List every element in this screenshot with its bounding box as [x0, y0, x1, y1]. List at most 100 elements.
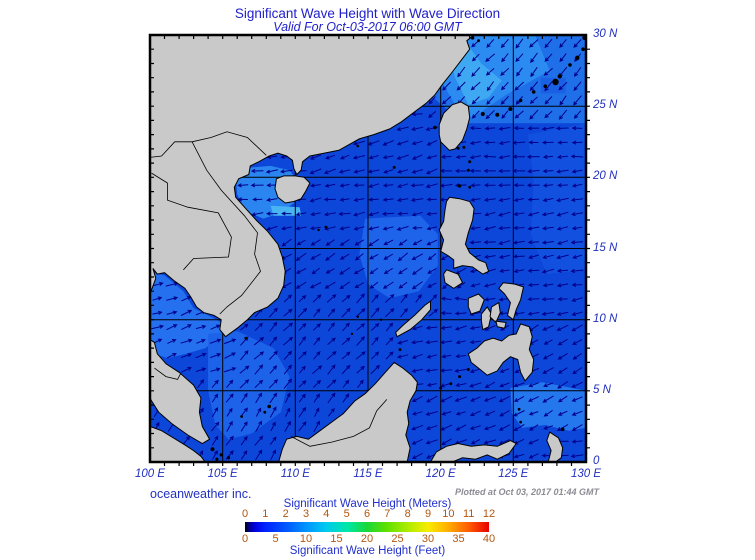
meters-tick-9: 9 — [424, 508, 432, 520]
islet — [575, 55, 580, 60]
colorbar-title-meters: Significant Wave Height (Meters) — [283, 498, 452, 510]
feet-tick-40: 40 — [482, 533, 496, 545]
islet — [468, 185, 472, 189]
islet — [456, 146, 460, 150]
land-taiwan — [438, 101, 471, 151]
islet — [458, 375, 462, 379]
lat-label-0: 0 — [593, 455, 600, 467]
meters-tick-10: 10 — [442, 508, 455, 520]
islet — [226, 456, 231, 460]
meters-tick-3: 3 — [302, 508, 310, 520]
islet — [468, 160, 472, 164]
lon-label-115e: 115 E — [353, 468, 383, 480]
islet — [439, 386, 443, 390]
land-mindanao — [467, 323, 535, 382]
feet-tick-15: 15 — [330, 533, 343, 545]
lat-label-5n: 5 N — [593, 383, 611, 396]
islet — [517, 407, 521, 411]
meters-tick-6: 6 — [363, 508, 371, 520]
feet-tick-20: 20 — [360, 533, 374, 545]
colorbar-title-feet: Significant Wave Height (Feet) — [289, 545, 446, 557]
land-asia-mainland — [149, 34, 476, 338]
land-luzon — [438, 196, 490, 275]
land-hainan — [274, 175, 311, 204]
land-borneo — [277, 361, 418, 463]
feet-tick-0: 0 — [241, 533, 249, 545]
islet — [240, 415, 243, 418]
sea-patch-se-patch — [510, 382, 586, 431]
islet — [581, 47, 585, 51]
border-china-vietnam — [149, 131, 267, 158]
land-malay-peninsula — [149, 338, 211, 445]
wave-direction-arrows — [151, 38, 584, 461]
islet — [552, 78, 559, 86]
islet — [495, 112, 500, 117]
lon-label-130e: 130 E — [570, 468, 602, 480]
islet — [392, 165, 396, 169]
islet — [518, 98, 523, 103]
meters-tick-11: 11 — [462, 508, 475, 520]
meters-tick-12: 12 — [482, 508, 496, 520]
islet — [210, 447, 215, 452]
lat-label-10n: 10 N — [593, 312, 618, 325]
meters-tick-4: 4 — [323, 508, 330, 520]
islet — [324, 225, 328, 229]
meters-tick-7: 7 — [384, 508, 391, 520]
wave-height-map — [148, 33, 590, 466]
land-cebu — [489, 301, 501, 324]
lon-label-100e: 100 E — [134, 468, 166, 480]
islet — [398, 348, 402, 352]
islet — [263, 410, 267, 414]
islet — [543, 84, 548, 88]
meters-tick-2: 2 — [282, 508, 289, 520]
islet — [519, 420, 522, 424]
islet — [379, 318, 383, 321]
islet — [477, 39, 480, 43]
islet — [557, 74, 562, 79]
islet — [356, 315, 359, 318]
lon-label-105e: 105 E — [207, 468, 238, 480]
degree-ticks — [150, 35, 590, 466]
feet-tick-25: 25 — [391, 533, 404, 545]
border-vietnam-west — [191, 141, 261, 315]
sea-patch-gulf-thailand — [150, 272, 223, 359]
islet — [219, 453, 223, 457]
islet — [267, 404, 271, 409]
page-title: Significant Wave Height with Wave Direct… — [234, 6, 501, 21]
sea-patch-tonkin-cyan — [270, 205, 302, 216]
lon-label-110e: 110 E — [280, 468, 310, 480]
border-thailand-laos — [151, 172, 232, 271]
islet — [531, 90, 536, 94]
border-malaysia-thailand — [154, 367, 181, 380]
meters-tick-0: 0 — [241, 508, 249, 520]
feet-tick-5: 5 — [272, 533, 279, 545]
colorbar-gradient — [245, 522, 489, 532]
lat-label-25n: 25 N — [593, 99, 618, 112]
islet — [457, 184, 462, 188]
islet — [480, 112, 485, 116]
islet — [244, 336, 248, 340]
sea-patch-w-luzon — [359, 215, 438, 299]
islet — [215, 457, 219, 461]
islet — [449, 382, 453, 386]
lat-label-30n: 30 N — [593, 28, 618, 40]
land-bohol — [495, 320, 507, 329]
lon-label-125e: 125 E — [498, 468, 529, 480]
meters-tick-1: 1 — [262, 508, 269, 520]
islet — [466, 368, 470, 371]
feet-tick-35: 35 — [452, 533, 465, 545]
islet — [470, 36, 475, 40]
plotted-timestamp: Plotted at Oct 03, 2017 01:44 GMT — [454, 487, 599, 497]
islet — [568, 63, 572, 67]
islet — [508, 107, 513, 111]
land-mindoro — [443, 269, 464, 289]
land-sulawesi — [429, 440, 517, 463]
sea-patch-sunda-bright — [208, 331, 290, 440]
lat-label-15n: 15 N — [593, 241, 618, 254]
land-panay — [467, 293, 485, 315]
land-palawan — [395, 300, 431, 338]
islet — [433, 125, 437, 130]
islet — [466, 168, 470, 172]
islet — [356, 144, 360, 148]
